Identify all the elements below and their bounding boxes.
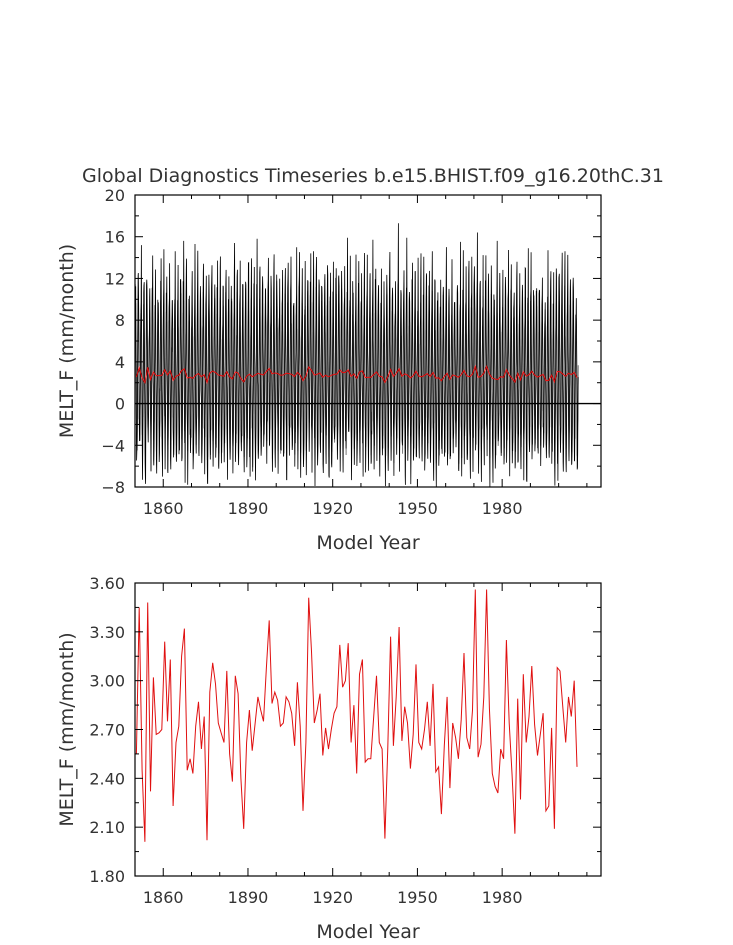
top-series-group xyxy=(134,223,579,488)
x-tick-label: 1860 xyxy=(143,888,184,907)
top-panel: 1860 1890 1920 1950 1980 −8 −4 0 4 8 12 16 20 Model … xyxy=(56,186,602,554)
bottom-series-group xyxy=(135,589,578,842)
annual-mean-series xyxy=(135,364,578,385)
chart-title: Global Diagnostics Timeseries b.e15.BHIS… xyxy=(82,165,664,187)
x-tick-label: 1980 xyxy=(482,499,523,518)
y-tick-label: 12 xyxy=(105,269,125,288)
y-tick-label: 1.80 xyxy=(89,867,125,886)
bottom-panel: 1860 1890 1920 1950 1980 1.80 2.10 2.40 2.70 3.00… xyxy=(56,574,602,943)
y-tick-label: 8 xyxy=(115,311,125,330)
y-tick-label: 3.00 xyxy=(89,672,125,691)
x-tick-label: 1980 xyxy=(482,888,523,907)
bottom-x-axis-label: Model Year xyxy=(316,921,420,943)
x-tick-label: 1890 xyxy=(228,499,269,518)
x-tick-label: 1920 xyxy=(312,499,353,518)
top-x-axis-label: Model Year xyxy=(316,532,420,554)
y-tick-label: 0 xyxy=(115,395,125,414)
monthly-series-black xyxy=(134,223,579,488)
y-tick-label: 4 xyxy=(115,353,125,372)
x-tick-label: 1860 xyxy=(143,499,184,518)
top-y-axis-label: MELT_F (mm/month) xyxy=(56,244,78,438)
bottom-tick-group: 1860 1890 1920 1950 1980 1.80 2.10 2.40 2.70 3.00… xyxy=(89,574,601,907)
y-tick-label: 3.30 xyxy=(89,623,125,642)
y-tick-label: −4 xyxy=(101,436,125,455)
y-tick-label: 2.40 xyxy=(89,769,125,788)
y-tick-label: 20 xyxy=(105,186,125,205)
y-tick-label: 16 xyxy=(105,228,125,247)
annual-mean-series xyxy=(135,589,578,842)
y-tick-label: 2.10 xyxy=(89,818,125,837)
x-tick-label: 1950 xyxy=(397,888,438,907)
bottom-y-axis-label: MELT_F (mm/month) xyxy=(56,632,78,826)
y-tick-label: 2.70 xyxy=(89,721,125,740)
x-tick-label: 1950 xyxy=(397,499,438,518)
top-tick-group: 1860 1890 1920 1950 1980 −8 −4 0 4 8 12 16 20 xyxy=(101,186,601,518)
y-tick-label: −8 xyxy=(101,478,125,497)
x-tick-label: 1890 xyxy=(228,888,269,907)
y-tick-label: 3.60 xyxy=(89,574,125,593)
x-tick-label: 1920 xyxy=(312,888,353,907)
